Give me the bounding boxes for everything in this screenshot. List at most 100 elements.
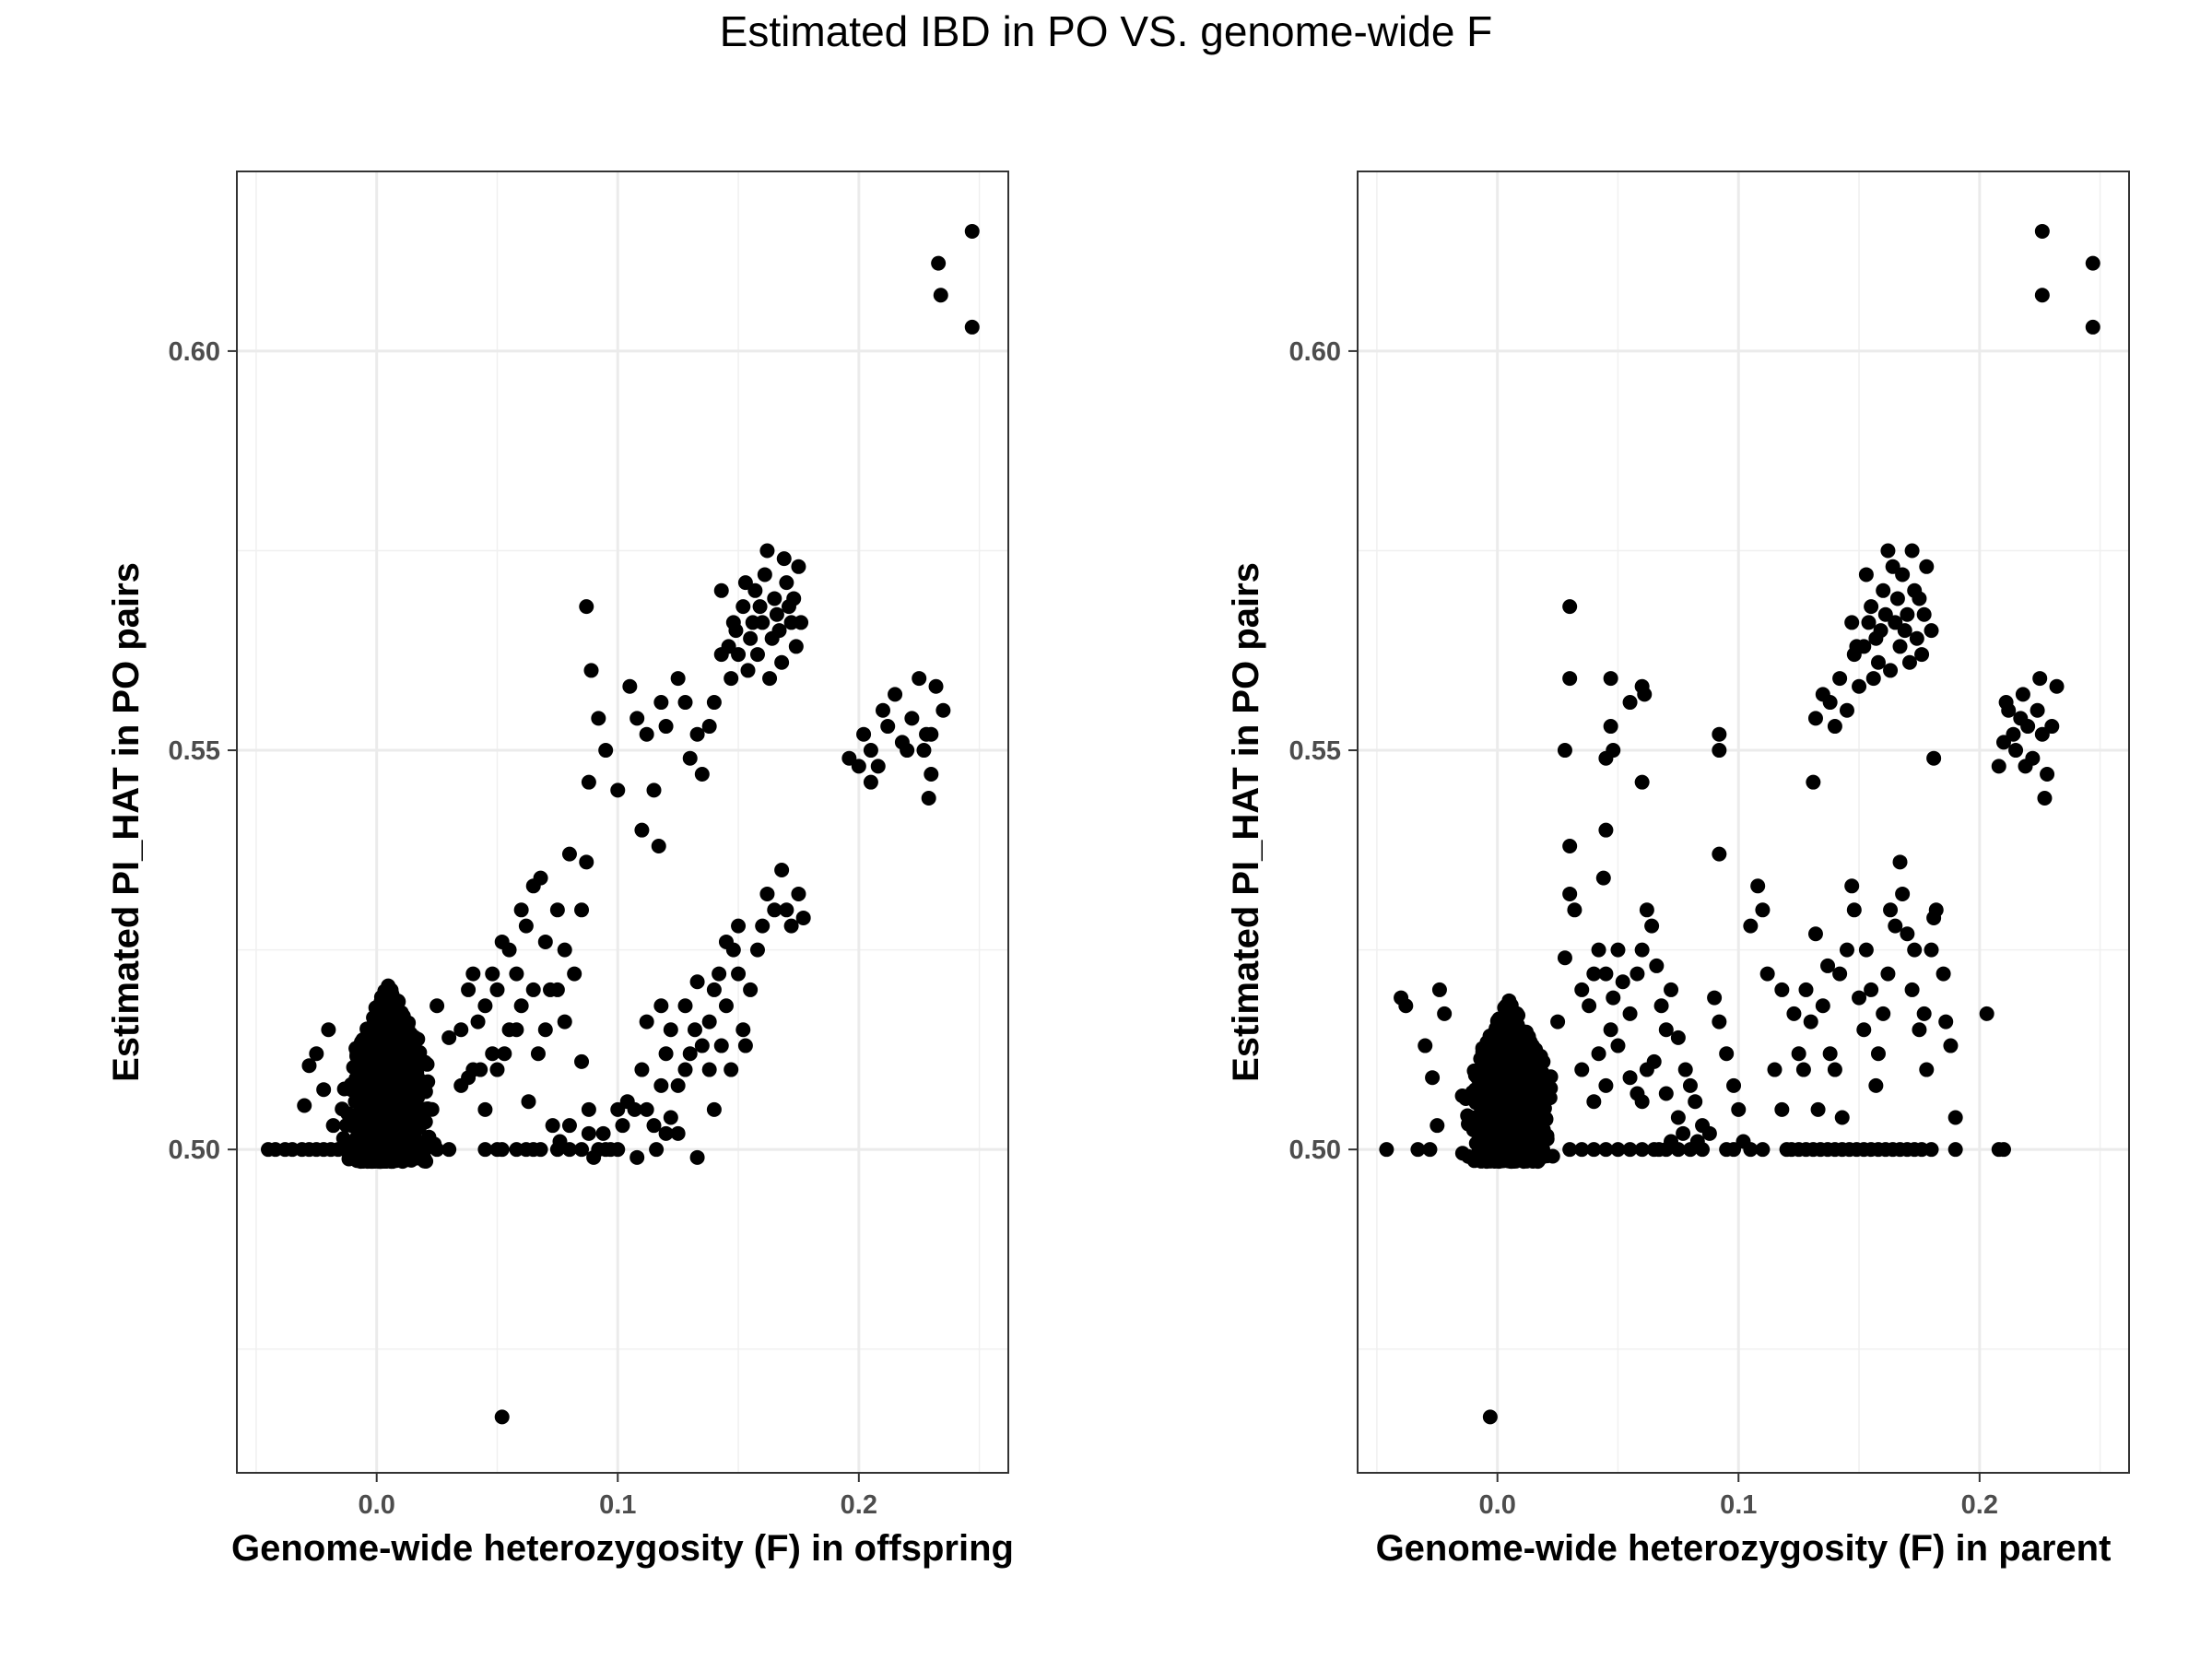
data-point (1543, 1069, 1559, 1085)
y-tick-label: 0.50 (169, 1135, 220, 1165)
data-point (525, 982, 541, 997)
data-point (1410, 1142, 1426, 1158)
data-point (1506, 1133, 1522, 1148)
data-points (261, 223, 980, 1425)
data-point (1755, 902, 1771, 918)
data-point (769, 606, 784, 622)
data-point (359, 1118, 375, 1134)
data-point (629, 1149, 645, 1165)
y-tick-label: 0.60 (1289, 337, 1341, 367)
data-point (1658, 1086, 1674, 1101)
data-point (2044, 719, 2060, 735)
data-point (1936, 966, 1951, 982)
data-point (639, 1014, 654, 1030)
data-point (372, 1140, 388, 1156)
data-point (1743, 918, 1759, 934)
data-point (1610, 1142, 1626, 1158)
data-point (653, 1077, 669, 1093)
y-tick-label: 0.55 (1289, 736, 1341, 766)
data-point (1688, 1094, 1703, 1110)
data-point (2015, 687, 2030, 702)
data-point (1550, 1014, 1566, 1030)
data-point (345, 1113, 360, 1129)
data-points (1379, 223, 2100, 1425)
data-point (1658, 1022, 1674, 1038)
data-point (316, 1082, 332, 1098)
data-point (356, 1057, 371, 1073)
x-tick-label: 0.1 (599, 1490, 636, 1520)
data-point (712, 966, 727, 982)
data-point (1523, 1084, 1538, 1100)
data-point (743, 630, 759, 646)
data-point (694, 767, 710, 782)
data-point (1807, 711, 1823, 726)
data-point (1515, 1065, 1531, 1081)
data-point (1858, 567, 1874, 582)
data-point (1670, 1030, 1686, 1045)
data-point (574, 1053, 590, 1069)
data-point (521, 1094, 536, 1110)
data-point (912, 671, 927, 687)
data-point (863, 774, 878, 790)
data-point (1606, 743, 1621, 759)
data-point (1598, 1142, 1614, 1158)
data-point (1844, 878, 1860, 894)
data-point (1567, 902, 1583, 918)
data-point (759, 543, 775, 559)
data-point (1586, 1142, 1602, 1158)
data-point (1634, 774, 1650, 790)
data-point (1998, 695, 2014, 711)
x-tick-label: 0.2 (1961, 1490, 1998, 1520)
data-point (429, 998, 445, 1014)
data-point (1562, 1142, 1578, 1158)
data-point (473, 1062, 488, 1077)
data-point (1467, 1152, 1483, 1168)
data-point (497, 1046, 512, 1062)
data-point (1924, 942, 1939, 958)
data-point (735, 599, 751, 615)
data-point (1653, 998, 1669, 1014)
data-point (888, 687, 903, 702)
data-point (740, 663, 756, 678)
data-point (646, 1118, 662, 1134)
data-point (1876, 582, 1891, 598)
data-point (689, 726, 705, 742)
data-point (1924, 623, 1939, 639)
data-point (1885, 559, 1900, 574)
data-point (900, 743, 915, 759)
data-point (1839, 702, 1854, 718)
data-point (419, 1056, 435, 1072)
data-point (561, 1118, 577, 1134)
data-point (689, 1149, 705, 1165)
data-point (533, 870, 548, 886)
data-point (1644, 918, 1660, 934)
data-point (501, 942, 517, 958)
data-point (924, 726, 939, 742)
data-point (933, 288, 948, 303)
data-point (321, 1022, 336, 1038)
data-point (1822, 1046, 1838, 1062)
data-point (663, 1022, 678, 1038)
data-point (1483, 1151, 1499, 1167)
data-point (1482, 1409, 1498, 1425)
data-point (1786, 1006, 1802, 1021)
data-point (634, 1062, 650, 1077)
data-point (1598, 966, 1614, 982)
data-point (783, 918, 799, 934)
data-point (1810, 1101, 1826, 1117)
data-point (1755, 1142, 1771, 1158)
data-point (924, 767, 939, 782)
data-point (406, 1082, 421, 1098)
data-point (530, 1046, 546, 1062)
data-point (1491, 1068, 1507, 1084)
data-point (485, 1046, 500, 1062)
data-point (1557, 950, 1572, 966)
data-point (1591, 942, 1606, 958)
data-point (394, 1010, 410, 1026)
data-point (1852, 678, 1867, 694)
data-point (1827, 1062, 1842, 1077)
data-point (1622, 1006, 1638, 1021)
data-point (581, 1125, 596, 1141)
data-point (1574, 1062, 1590, 1077)
data-point (1637, 687, 1653, 702)
